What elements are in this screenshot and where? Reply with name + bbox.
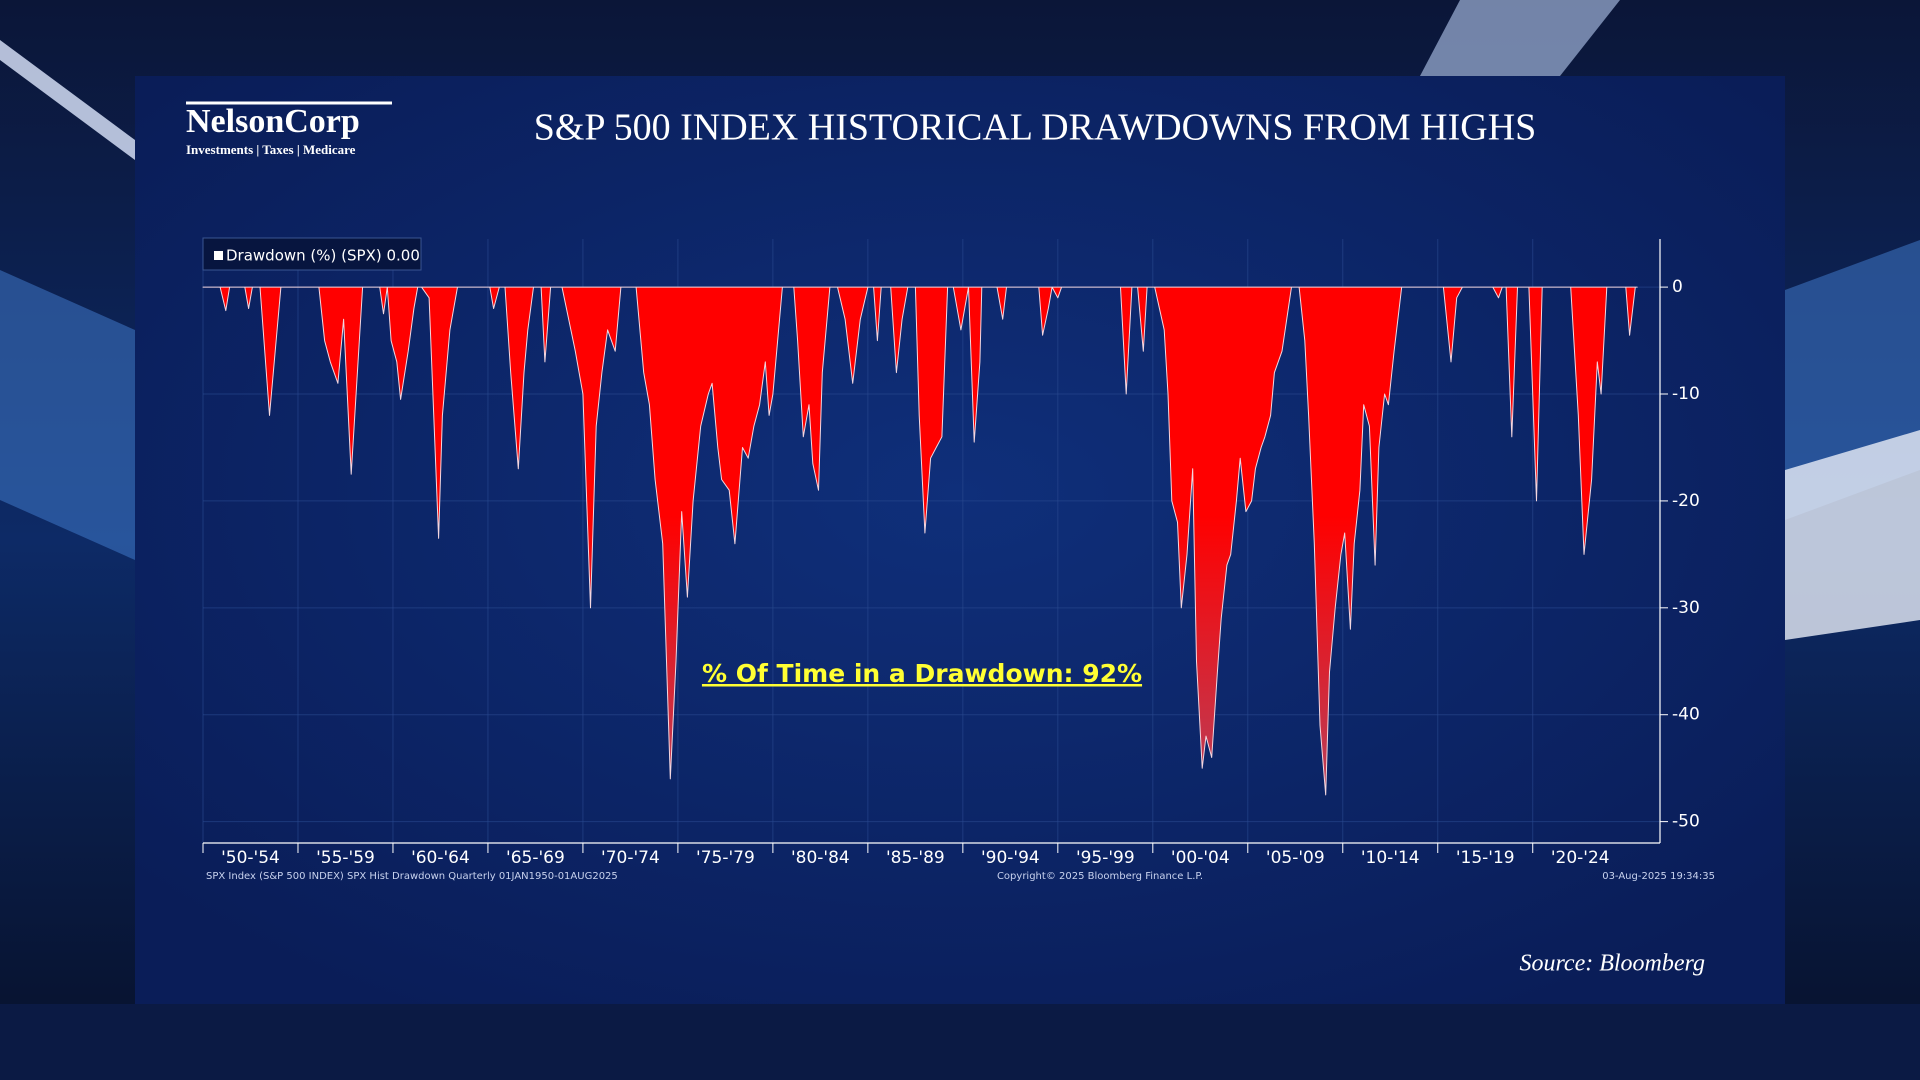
x-tick-label: '10-'14: [1361, 848, 1420, 868]
logo: NelsonCorp: [186, 103, 360, 140]
legend-box: [202, 237, 422, 271]
footnote-center: Copyright© 2025 Bloomberg Finance L.P.: [997, 871, 1203, 882]
y-tick-label: 0: [1672, 277, 1683, 297]
legend-swatch: [214, 251, 223, 260]
y-tick-label: -40: [1672, 705, 1700, 725]
x-tick-label: '95-'99: [1076, 848, 1135, 868]
y-tick-label: -20: [1672, 491, 1700, 511]
x-tick-label: '60-'64: [411, 848, 470, 868]
x-tick-label: '90-'94: [981, 848, 1040, 868]
decor: [1420, 0, 1620, 76]
x-tick-label: '65-'69: [506, 848, 565, 868]
y-tick-label: -10: [1672, 384, 1700, 404]
x-tick-label: '20-'24: [1551, 848, 1610, 868]
x-tick-label: '85-'89: [886, 848, 945, 868]
y-tick-label: -50: [1672, 812, 1700, 832]
x-tick-label: '70-'74: [601, 848, 660, 868]
logo-tagline: Investments | Taxes | Medicare: [186, 142, 356, 157]
decor: [0, 40, 135, 160]
y-tick-label: -30: [1672, 598, 1700, 618]
x-tick-label: '00-'04: [1171, 848, 1230, 868]
area: [202, 286, 1638, 796]
footnote-left: SPX Index (S&P 500 INDEX) SPX Hist Drawd…: [206, 871, 618, 882]
decor: [0, 270, 135, 560]
x-tick-label: '05-'09: [1266, 848, 1325, 868]
x-tick-label: '55-'59: [316, 848, 375, 868]
x-tick-label: '80-'84: [791, 848, 850, 868]
source: Source: Bloomberg: [1519, 951, 1705, 977]
x-tick-label: '50-'54: [221, 848, 280, 868]
footnote-right: 03-Aug-2025 19:34:35: [1602, 871, 1715, 882]
panel: [135, 76, 1785, 1004]
chart-title: S&P 500 INDEX HISTORICAL DRAWDOWNS FROM …: [534, 107, 1537, 149]
decor: [1785, 430, 1920, 640]
annotation: % Of Time in a Drawdown: 92%: [702, 659, 1142, 688]
legend-label: Drawdown (%) (SPX) 0.00: [226, 247, 420, 265]
floor: [0, 1004, 1920, 1080]
x-tick-label: '15-'19: [1456, 848, 1515, 868]
x-tick-label: '75-'79: [696, 848, 755, 868]
